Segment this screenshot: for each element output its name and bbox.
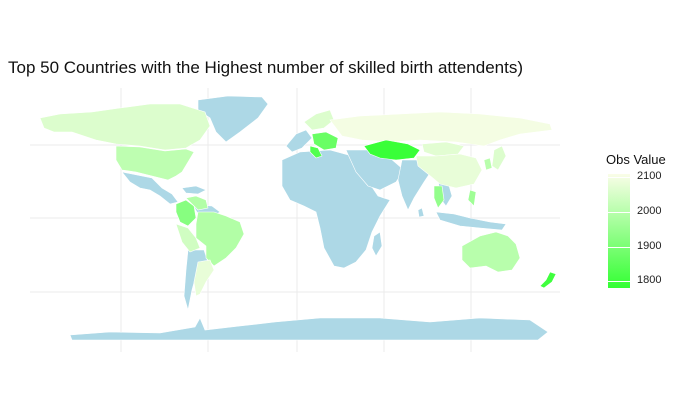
legend-title: Obs Value — [606, 152, 666, 167]
region-australia — [461, 231, 521, 273]
region-sri-lanka — [417, 207, 425, 218]
region-argentina — [193, 259, 215, 297]
region-madagascar — [371, 231, 383, 257]
region-scandinavia — [303, 109, 335, 131]
region-thailand — [433, 185, 445, 209]
region-indonesia — [435, 211, 507, 231]
legend-tick-label: 1800 — [637, 274, 662, 287]
region-new-zealand — [539, 271, 557, 289]
legend-tickmark — [608, 281, 630, 283]
legend-colorbar — [608, 174, 630, 288]
region-italy — [309, 145, 323, 159]
region-canada — [39, 103, 211, 151]
region-peru — [175, 223, 201, 253]
region-eastern-europe — [311, 131, 339, 151]
legend-tick-label: 2100 — [637, 170, 662, 183]
legend-tickmark — [608, 177, 630, 179]
region-philippines — [467, 189, 477, 207]
legend-tickmark — [608, 212, 630, 213]
region-china — [415, 153, 483, 189]
legend-tick-label: 1900 — [637, 239, 662, 252]
region-kazakhstan — [363, 139, 421, 161]
region-japan — [491, 145, 507, 171]
region-korea — [483, 157, 493, 171]
page-title: Top 50 Countries with the Highest number… — [8, 58, 523, 77]
region-venezuela — [185, 195, 209, 211]
region-antarctica — [69, 317, 549, 341]
region-russia — [329, 111, 553, 147]
legend-tickmark — [608, 246, 630, 248]
region-western-europe — [285, 129, 313, 153]
legend: Obs Value 2100 2000 1900 1800 — [600, 150, 680, 310]
region-united-states — [115, 145, 195, 181]
region-colombia — [175, 199, 197, 227]
legend-tick-label: 2000 — [637, 205, 662, 217]
region-mexico — [121, 171, 179, 205]
region-caribbean — [181, 185, 207, 195]
